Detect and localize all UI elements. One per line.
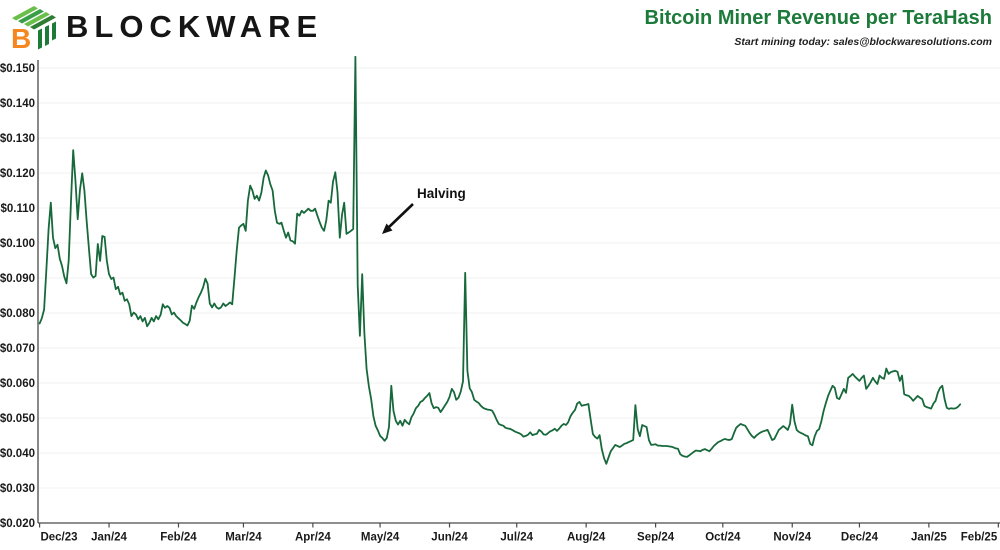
x-axis-label: May/24 (361, 532, 400, 544)
brand-wordmark: BLOCKWARE (66, 9, 324, 44)
y-axis-label: $0.040 (0, 448, 35, 460)
halving-annotation: Halving (382, 186, 466, 234)
x-axis-label: Jun/24 (431, 532, 468, 544)
x-axis-label: Nov/24 (773, 532, 811, 544)
x-axis-label: Jan/25 (911, 532, 947, 544)
halving-arrow-head (382, 223, 393, 234)
y-axis-label: $0.100 (0, 238, 35, 250)
x-axis-label: Oct/24 (705, 532, 741, 544)
logo-b-letter: B (11, 23, 31, 52)
x-axis-label: Jan/24 (91, 532, 127, 544)
x-axis-label: Mar/24 (225, 532, 262, 544)
logo-top-stripes (12, 6, 56, 30)
x-axis-label: Apr/24 (295, 532, 331, 544)
y-axis-label: $0.050 (0, 413, 35, 425)
logo-right-face (38, 21, 56, 50)
x-axis-label: Aug/24 (567, 532, 606, 544)
y-axis-label: $0.060 (0, 378, 35, 390)
halving-arrow-line (388, 203, 414, 228)
y-axis-label: $0.110 (0, 203, 35, 215)
contact-subtitle: Start mining today: sales@blockwaresolut… (734, 36, 992, 48)
x-axis-label: Dec/23 (40, 532, 77, 544)
revenue-line (38, 55, 962, 465)
y-axis-label: $0.130 (0, 133, 35, 145)
y-axis-label: $0.080 (0, 308, 35, 320)
header: B BLOCKWARE Bitcoin Miner Revenue per Te… (0, 0, 1000, 54)
y-axis-label: $0.070 (0, 343, 35, 355)
axis-labels: $0.150 $0.140 $0.130 $0.120 $0.110 $0.100 $0.0… (0, 63, 998, 544)
y-axis-label: $0.030 (0, 483, 35, 495)
revenue-series (38, 55, 962, 465)
y-axis-label: $0.020 (0, 518, 35, 530)
axes (37, 60, 1000, 528)
x-axis-label: Feb/24 (160, 532, 197, 544)
y-axis-label: $0.090 (0, 273, 35, 285)
page-title: Bitcoin Miner Revenue per TeraHash (644, 7, 993, 29)
blockware-logo-icon: B (11, 6, 56, 52)
x-axis-label: Dec/24 (841, 532, 879, 544)
y-axis-label: $0.150 (0, 63, 35, 75)
gridlines (38, 67, 1000, 524)
x-axis-label: Jul/24 (500, 532, 533, 544)
halving-label: Halving (417, 186, 466, 201)
y-axis-label: $0.140 (0, 98, 35, 110)
x-axis-label: Sep/24 (637, 532, 675, 544)
x-axis-label: Feb/25 (961, 532, 998, 544)
y-axis-label: $0.120 (0, 168, 35, 180)
